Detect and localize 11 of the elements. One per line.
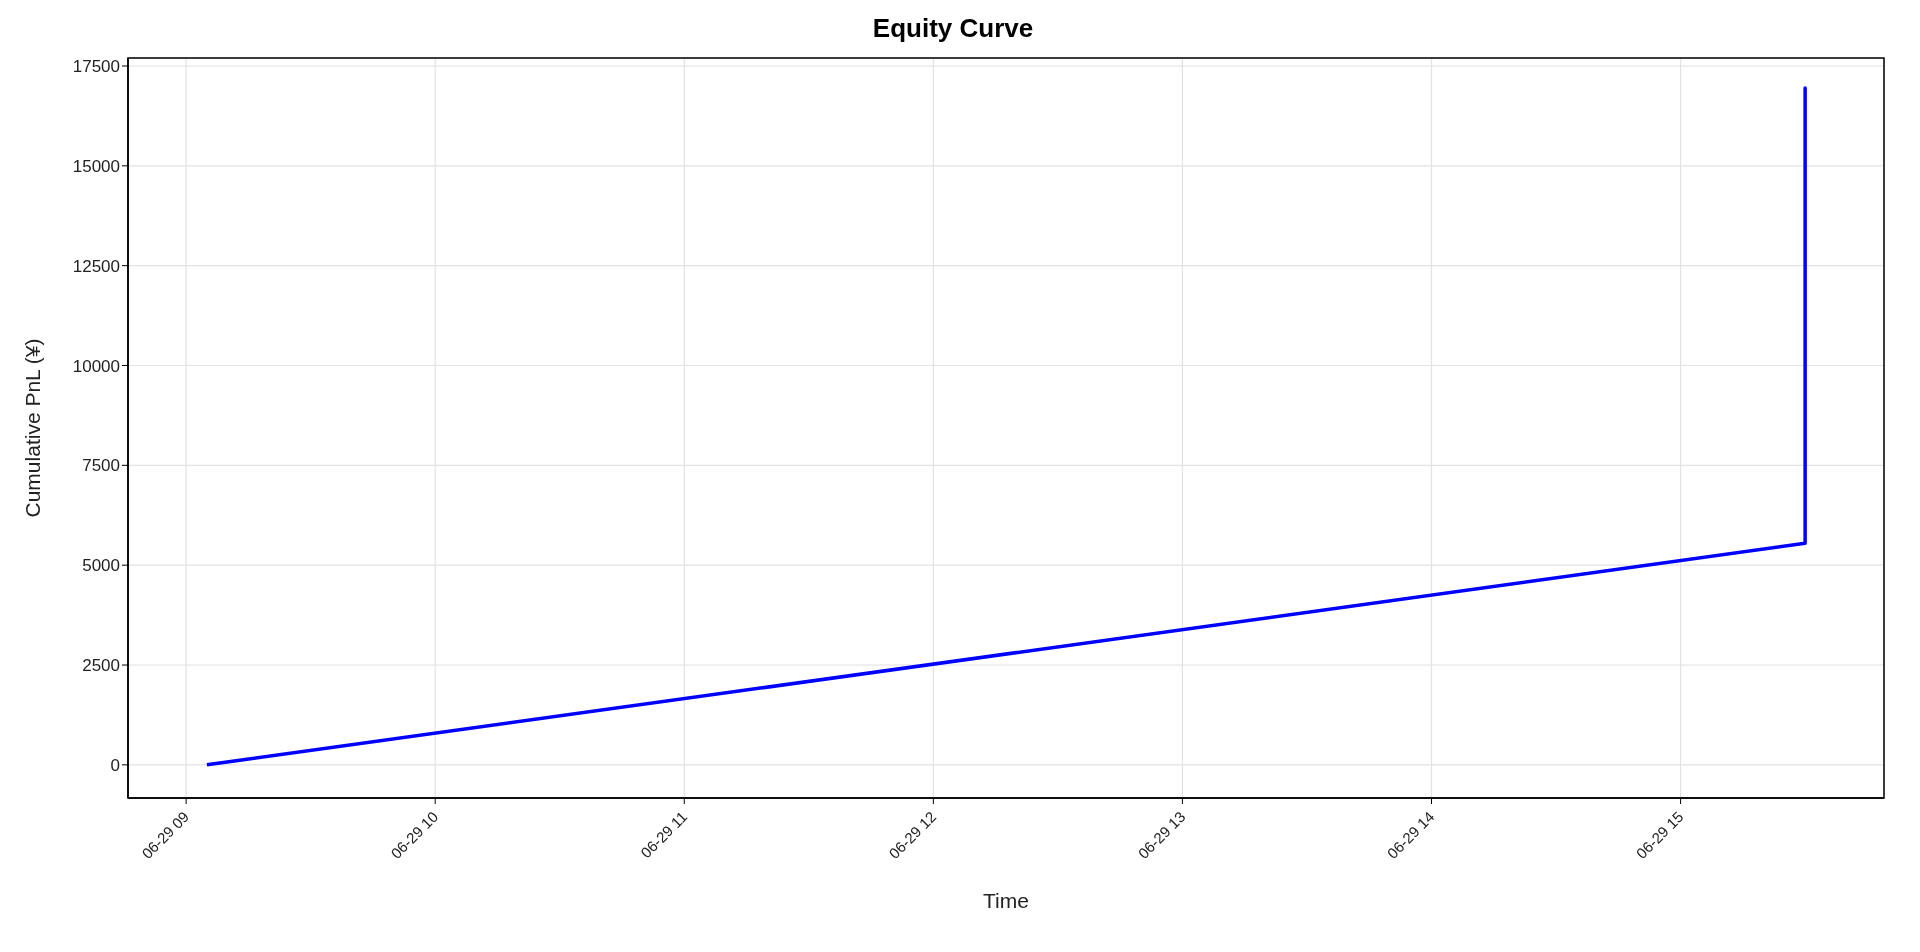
y-tick-label: 0 (110, 755, 120, 775)
y-tick-label: 17500 (72, 57, 120, 77)
y-tick-label: 10000 (72, 356, 120, 376)
chart-title: Equity Curve (871, 12, 1035, 45)
y-tick-label: 5000 (82, 556, 120, 576)
y-tick-label: 15000 (72, 156, 120, 176)
y-tick-label: 7500 (82, 456, 120, 476)
x-axis-title: Time (983, 889, 1029, 912)
y-tick-label: 12500 (72, 256, 120, 276)
y-tick-label: 2500 (82, 656, 120, 676)
y-axis-title: Cumulative PnL (¥) (21, 338, 45, 518)
